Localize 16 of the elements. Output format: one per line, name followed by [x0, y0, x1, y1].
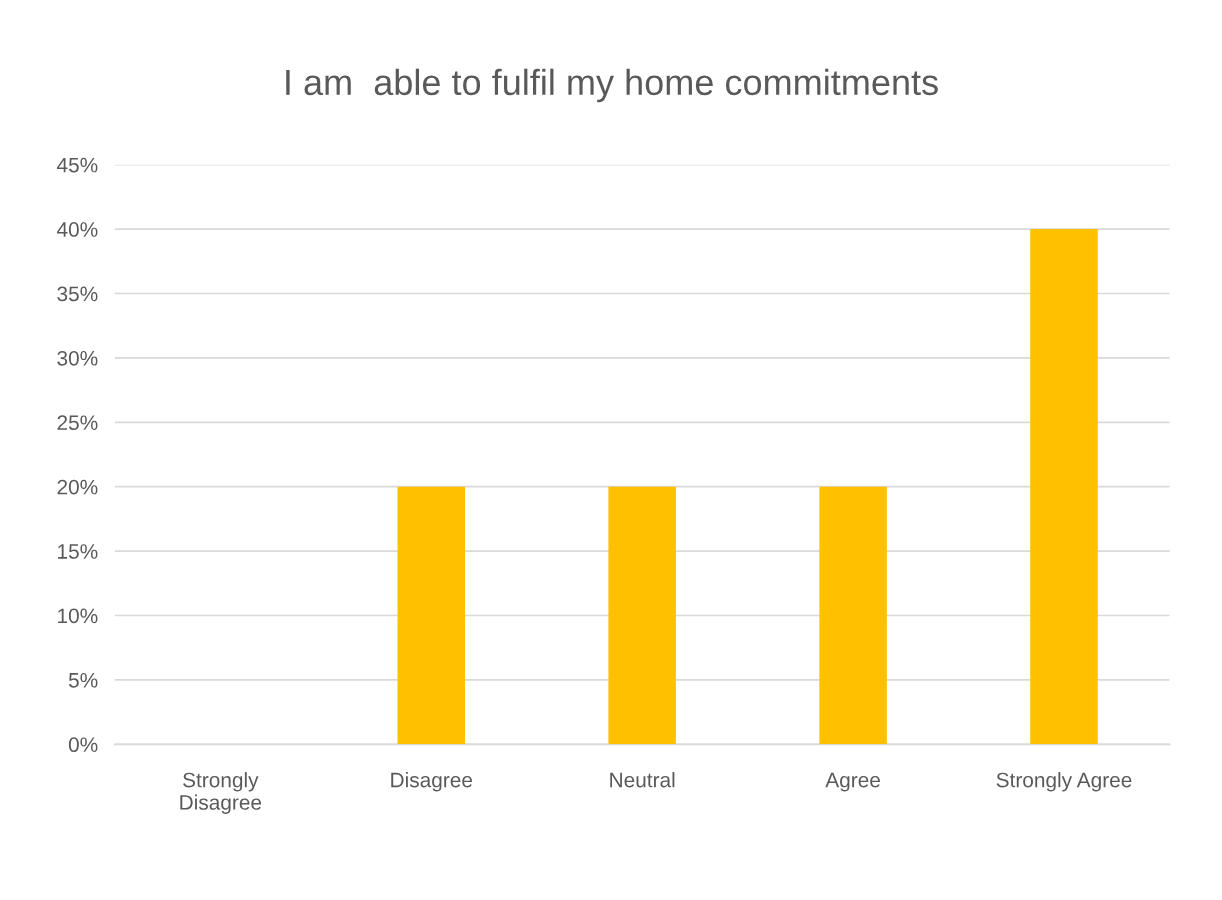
y-tick-label: 30% [57, 350, 98, 366]
x-tick-label: Strongly Disagree [180, 772, 262, 814]
chart-title: I am able to fulfil my home commitments [286, 68, 938, 103]
y-tick-label: 0% [68, 737, 98, 753]
y-tick-label: 25% [57, 415, 98, 431]
x-tick-label: Agree [825, 772, 880, 792]
y-tick-label: 40% [56, 222, 98, 237]
y-tick-label: 5% [68, 672, 98, 688]
y-tick-label: 35% [57, 286, 98, 302]
y-tick-label: 15% [58, 544, 98, 559]
x-tick-label: Strongly Agree [996, 772, 1132, 792]
y-tick-label: 45% [56, 157, 98, 173]
x-tick-label: Disagree [391, 772, 473, 792]
x-tick-label: Neutral [610, 772, 675, 788]
y-tick-label: 10% [58, 608, 98, 624]
y-tick-label: 20% [57, 479, 98, 495]
